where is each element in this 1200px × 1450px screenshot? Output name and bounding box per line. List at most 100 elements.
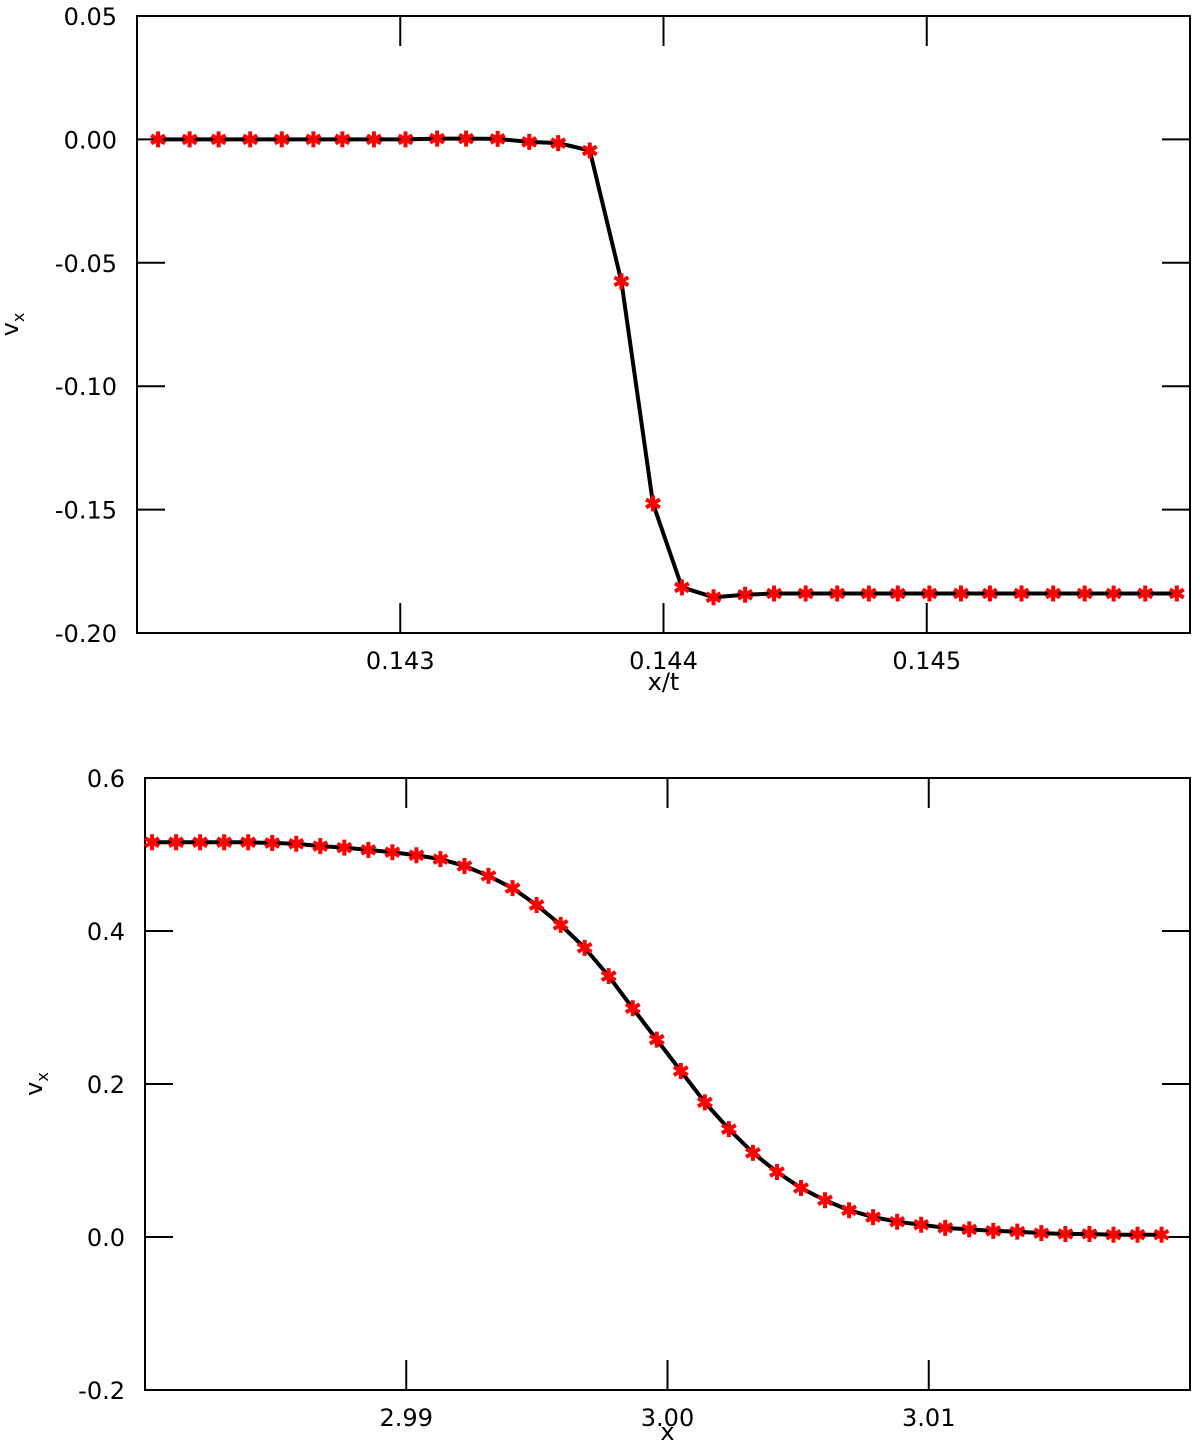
data-marker: [384, 844, 401, 861]
data-marker: [860, 585, 877, 602]
data-marker: [720, 1121, 737, 1138]
y-tick-label: 0.4: [87, 918, 125, 946]
data-marker: [336, 839, 353, 856]
data-marker: [953, 585, 969, 602]
data-marker: [1105, 585, 1122, 602]
data-marker: [1057, 1225, 1074, 1242]
data-marker: [181, 131, 198, 148]
data-marker: [429, 130, 446, 147]
data-marker: [982, 585, 998, 602]
data-marker: [240, 834, 257, 851]
data-marker: [1105, 1226, 1122, 1243]
data-marker: [273, 131, 290, 148]
data-marker: [150, 131, 166, 148]
x-axis-label: x: [660, 1418, 674, 1446]
y-tick-label: -0.10: [55, 373, 117, 401]
data-marker: [360, 841, 377, 858]
data-marker: [645, 495, 661, 512]
plot-frame: [136, 15, 1191, 634]
data-marker: [312, 838, 329, 855]
y-tick-label: 0.6: [87, 765, 125, 793]
data-marker: [365, 131, 382, 148]
plot-frame: [144, 777, 1191, 1391]
data-marker: [305, 131, 322, 148]
y-tick-label: -0.15: [55, 497, 117, 525]
y-tick-label: 0.05: [64, 3, 117, 31]
x-tick-label: 0.143: [366, 647, 435, 675]
data-marker: [1081, 1225, 1098, 1242]
y-tick-label: 0.00: [64, 126, 117, 154]
data-marker: [1076, 585, 1093, 602]
data-marker: [696, 1094, 713, 1111]
data-marker: [456, 857, 473, 874]
data-marker: [288, 835, 305, 852]
data-marker: [1033, 1225, 1050, 1242]
x-tick-label: 0.145: [892, 647, 961, 675]
plot-clip: [144, 834, 1170, 1243]
data-marker: [334, 131, 351, 148]
data-marker: [242, 131, 259, 148]
data-marker: [1013, 585, 1030, 602]
x-tick-label: 3.00: [641, 1404, 694, 1432]
data-marker: [829, 585, 846, 602]
data-marker: [1168, 585, 1185, 602]
data-marker: [1009, 1223, 1026, 1240]
data-marker: [937, 1219, 954, 1236]
data-marker: [985, 1222, 1002, 1239]
x-tick-label: 0.144: [629, 647, 698, 675]
data-marker: [264, 835, 281, 852]
data-marker: [769, 1163, 785, 1180]
data-marker: [581, 142, 598, 159]
data-marker: [865, 1209, 882, 1226]
data-marker: [576, 939, 593, 956]
data-marker: [817, 1192, 833, 1209]
y-tick-label: 0.2: [87, 1071, 125, 1099]
data-marker: [766, 585, 782, 602]
y-tick-label: -0.05: [55, 250, 117, 278]
data-marker: [797, 585, 814, 602]
data-marker: [613, 273, 630, 290]
data-marker: [408, 847, 425, 864]
data-marker: [521, 133, 538, 150]
data-marker: [397, 131, 414, 148]
data-marker: [210, 131, 227, 148]
y-axis-label: vx: [0, 313, 28, 337]
x-tick-label: 2.99: [380, 1404, 433, 1432]
data-marker: [550, 135, 567, 152]
data-marker: [961, 1221, 978, 1238]
data-marker: [624, 1000, 641, 1017]
y-tick-label: 0.0: [87, 1224, 125, 1252]
data-marker: [737, 586, 754, 603]
data-marker: [192, 834, 209, 851]
data-marker: [1129, 1226, 1146, 1243]
data-line: [158, 136, 1177, 600]
data-marker: [648, 1031, 665, 1048]
data-marker: [889, 585, 906, 602]
data-marker: [600, 968, 617, 985]
data-marker: [913, 1216, 930, 1233]
y-tick-label: -0.2: [78, 1377, 125, 1405]
data-marker: [793, 1180, 809, 1197]
y-axis-label: vx: [20, 1072, 52, 1096]
data-marker: [480, 867, 497, 884]
y-tick-label: -0.20: [55, 620, 117, 648]
data-marker: [489, 130, 506, 147]
data-marker: [745, 1144, 761, 1161]
data-marker: [552, 916, 569, 933]
plot-clip: [150, 130, 1185, 606]
y-axis-label-main: v: [20, 1082, 48, 1096]
y-axis-label-main: v: [0, 322, 24, 336]
data-marker: [458, 130, 474, 147]
data-marker: [673, 579, 690, 596]
data-marker: [841, 1202, 857, 1219]
data-marker: [672, 1062, 689, 1079]
data-marker: [144, 834, 160, 851]
x-tick-label: 3.01: [902, 1404, 955, 1432]
data-marker: [1137, 585, 1154, 602]
data-marker: [921, 585, 938, 602]
data-marker: [432, 851, 449, 868]
data-marker: [705, 589, 722, 606]
data-marker: [504, 880, 521, 897]
x-axis-label: x/t: [648, 668, 680, 696]
